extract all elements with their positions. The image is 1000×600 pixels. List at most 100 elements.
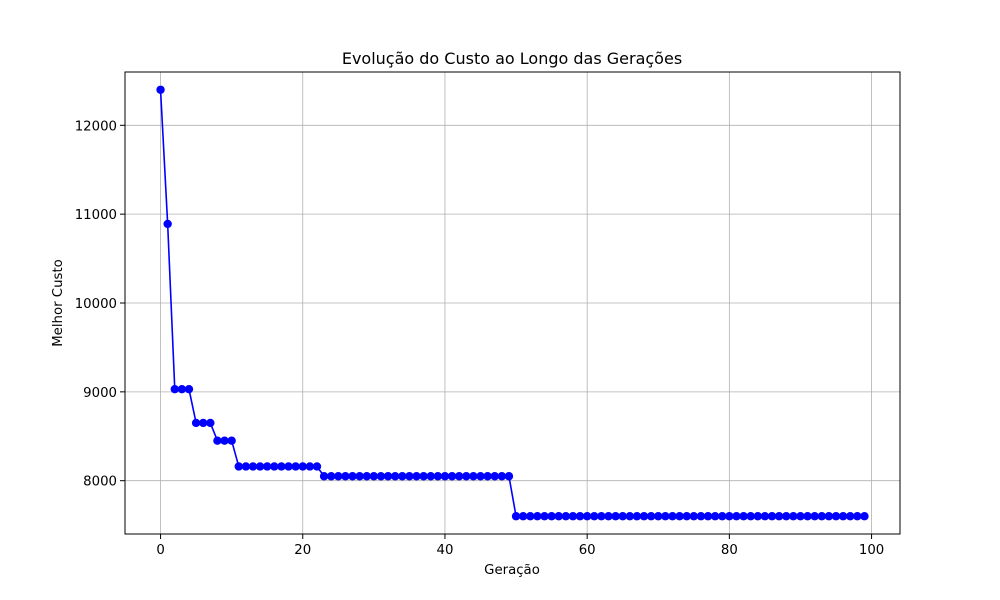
data-point [533, 512, 542, 521]
y-tick-label: 12000 [75, 119, 117, 134]
data-point [298, 462, 307, 471]
data-point [632, 512, 642, 521]
data-point [597, 512, 606, 521]
data-point [703, 512, 713, 521]
data-point [426, 472, 435, 481]
data-point [696, 512, 706, 521]
data-point [753, 512, 762, 521]
y-axis-label: Melhor Custo [51, 259, 66, 347]
y-tick-label: 8000 [83, 475, 117, 490]
data-point [739, 512, 748, 521]
data-point [846, 512, 855, 521]
data-point [725, 512, 734, 521]
data-point [462, 472, 471, 481]
data-point [618, 512, 627, 521]
data-point [369, 472, 379, 481]
data-point [639, 512, 649, 521]
data-point [853, 512, 862, 521]
data-point [405, 472, 414, 481]
data-point [526, 512, 535, 521]
data-point [184, 384, 194, 394]
data-point [774, 512, 784, 521]
data-point [170, 384, 179, 394]
data-point [284, 462, 293, 471]
data-point [277, 462, 286, 471]
y-tick-label: 10000 [75, 297, 117, 312]
data-point [547, 512, 556, 521]
data-point [376, 472, 386, 481]
data-point [689, 512, 699, 521]
data-point [433, 472, 443, 481]
data-point [213, 436, 222, 445]
data-point [156, 85, 165, 94]
data-point [504, 472, 514, 481]
data-point [177, 384, 187, 394]
data-point [760, 512, 770, 521]
data-point [718, 512, 727, 521]
data-point [803, 512, 812, 521]
data-point [682, 512, 691, 521]
data-point [604, 512, 613, 521]
data-point [312, 462, 322, 471]
data-point [782, 512, 791, 521]
data-point [789, 512, 798, 521]
data-point [412, 472, 421, 481]
data-point [561, 512, 571, 521]
data-point [454, 472, 464, 481]
data-point [568, 512, 578, 521]
data-point [398, 472, 407, 481]
axis-ticks: 0 20 40 60 80 100 8000 9000 10000 11000 12000 [75, 119, 885, 558]
x-tick-label: 100 [859, 543, 884, 558]
data-point [326, 472, 336, 481]
data-point [390, 472, 400, 481]
data-point [654, 512, 663, 521]
x-tick-label: 0 [156, 543, 164, 558]
data-point [234, 462, 243, 471]
data-point [483, 472, 492, 481]
data-point [476, 472, 485, 481]
data-point [831, 512, 841, 521]
data-point [590, 512, 599, 521]
chart-title: Evolução do Custo ao Longo das Gerações [342, 49, 682, 68]
data-point [646, 512, 656, 521]
data-point [199, 418, 208, 428]
data-point [270, 462, 279, 471]
data-point [362, 472, 371, 481]
data-point [305, 462, 315, 471]
data-point [469, 472, 478, 481]
data-point [625, 512, 635, 521]
data-point [838, 512, 848, 521]
data-point [490, 472, 499, 481]
data-point [191, 418, 201, 428]
data-point [732, 512, 741, 521]
data-point [582, 512, 592, 521]
data-point [817, 512, 826, 521]
data-point [263, 462, 272, 471]
data-point [248, 462, 258, 471]
y-tick-label: 9000 [83, 386, 117, 401]
data-point [710, 512, 720, 521]
data-point [206, 418, 215, 428]
data-point [291, 462, 300, 471]
data-point [554, 512, 563, 521]
data-point [796, 512, 805, 521]
data-point [163, 219, 172, 229]
data-point [341, 472, 350, 481]
data-point [824, 512, 834, 521]
data-point [668, 512, 677, 521]
grid [125, 72, 900, 534]
data-point [241, 462, 251, 471]
data-point [575, 512, 585, 521]
data-point [540, 512, 549, 521]
data-point [348, 472, 357, 481]
x-tick-label: 60 [579, 543, 596, 558]
x-tick-label: 40 [436, 543, 453, 558]
data-point [334, 472, 343, 481]
x-tick-label: 20 [294, 543, 311, 558]
data-point [860, 512, 869, 521]
data-point [419, 472, 428, 481]
data-point [227, 436, 236, 445]
data-point [440, 472, 450, 481]
data-point [220, 436, 229, 445]
data-point [518, 512, 528, 521]
